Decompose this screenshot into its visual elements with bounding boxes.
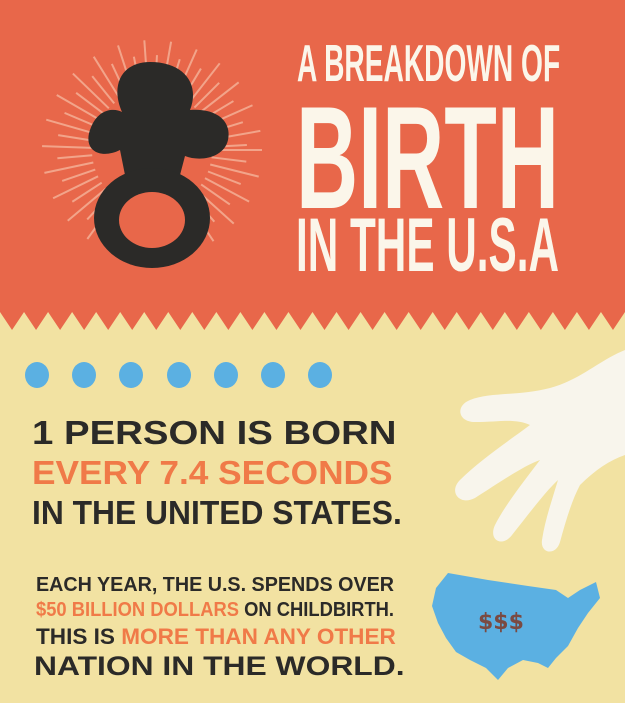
ray [75,92,105,115]
fact2-line1: EACH YEAR, THE U.S. SPENDS OVER [36,574,395,596]
fact2-line3: THIS IS MORE THAN ANY OTHER [36,624,396,649]
ray [92,56,122,100]
dot [25,362,49,388]
ray [209,163,259,178]
dot [261,362,285,388]
ray [211,156,247,163]
ray [200,183,231,206]
fact1-line1: 1 PERSON IS BORN [32,414,397,451]
ray [64,111,98,128]
ray [52,175,99,200]
ray [58,134,93,142]
ray [61,168,96,182]
ray [57,154,93,160]
ray [45,118,95,135]
title-birth: BIRTH [296,76,560,239]
ray [204,177,250,203]
ray [71,181,103,203]
map-money-label: $$$ [478,610,524,635]
ray [56,94,101,121]
fact1-line2: EVERY 7.4 SECONDS [32,454,393,491]
fact2-highlight-amount: $50 BILLION DOLLARS [36,599,239,621]
dot [214,362,238,388]
ray [198,81,240,114]
ray [193,82,220,109]
fact1-line3: IN THE UNITED STATES. [32,494,402,531]
dot [72,362,96,388]
dot [119,362,143,388]
title-line-3: IN THE U.S.A [296,203,559,288]
ray [44,161,94,174]
ray [188,62,221,104]
fact2-line3-start: THIS IS [36,624,122,649]
ray [67,187,107,222]
fact2-line4: NATION IN THE WORLD. [34,651,405,681]
ray [72,72,110,110]
dot [167,362,191,388]
ray [207,170,242,185]
dot [308,362,332,388]
hand-icon [455,350,625,552]
fact2-line2-rest: ON CHILDBIRTH. [238,599,395,621]
usa-map-icon [432,573,600,680]
ray [91,75,116,105]
ray [42,145,93,149]
fact2-highlight-compare: MORE THAN ANY OTHER [121,624,396,649]
header-banner [0,0,625,330]
fact2-line2: $50 BILLION DOLLARS ON CHILDBIRTH. [36,599,394,622]
title-line-1: A BREAKDOWN OF [297,35,561,93]
